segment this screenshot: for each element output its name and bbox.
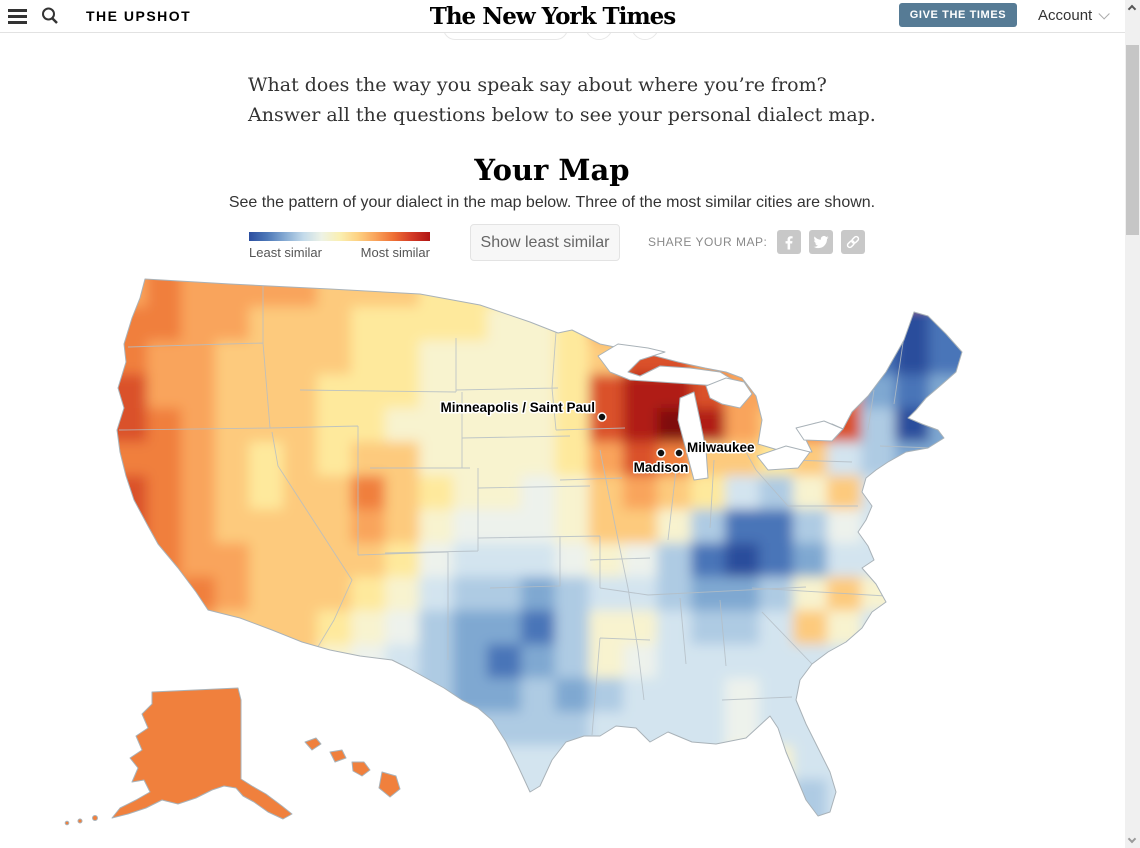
aleutian-island <box>64 820 70 826</box>
intro-text: What does the way you speak say about wh… <box>248 70 876 130</box>
legend-gradient-bar <box>249 232 430 241</box>
share-label: SHARE YOUR MAP: <box>648 234 768 249</box>
menu-icon[interactable] <box>8 9 27 24</box>
aleutian-island <box>77 818 83 824</box>
city-label: Minneapolis / Saint Paul <box>440 400 595 415</box>
scrollbar-down-button[interactable] <box>1125 832 1140 848</box>
city-markers: Minneapolis / Saint Paul Milwaukee Madison <box>439 399 757 477</box>
facebook-share-icon[interactable] <box>777 229 802 254</box>
chevron-up-icon <box>1127 4 1137 14</box>
hawaii-islands <box>304 737 401 798</box>
page-title: Your Map <box>474 153 630 187</box>
scrollbar-track[interactable] <box>1125 0 1140 848</box>
city-dot <box>597 412 607 422</box>
city-label: Milwaukee <box>687 440 755 455</box>
lake-superior <box>597 343 734 387</box>
scrollbar-thumb[interactable] <box>1126 45 1139 235</box>
aleutian-island <box>92 815 98 821</box>
account-label: Account <box>1038 7 1093 24</box>
lake-huron <box>705 377 753 409</box>
give-the-times-button[interactable]: GIVE THE TIMES <box>899 3 1017 27</box>
scrollbar-up-button[interactable] <box>1125 0 1140 16</box>
section-brand[interactable]: THE UPSHOT <box>86 8 192 24</box>
intro-line-2: Answer all the questions below to see yo… <box>248 104 876 126</box>
alaska-shape <box>111 687 293 820</box>
show-least-similar-button[interactable]: Show least similar <box>470 224 620 261</box>
lake-erie <box>756 445 811 471</box>
account-menu[interactable]: Account <box>1038 7 1110 24</box>
nyt-logo[interactable]: The New York Times <box>429 3 677 30</box>
lake-ontario <box>795 420 844 442</box>
chevron-down-icon <box>1098 8 1110 20</box>
search-icon[interactable] <box>40 6 60 26</box>
state-borders <box>118 283 933 736</box>
lake-michigan <box>677 391 709 481</box>
city-dot <box>674 448 684 458</box>
us-outline <box>116 278 963 817</box>
twitter-share-icon[interactable] <box>809 229 834 254</box>
copy-link-icon[interactable] <box>841 229 866 254</box>
legend-most-label: Most similar <box>360 245 430 260</box>
chevron-down-icon <box>1127 834 1137 844</box>
city-label: Madison <box>634 460 689 475</box>
city-dot <box>656 448 666 458</box>
intro-line-1: What does the way you speak say about wh… <box>248 74 827 96</box>
header: THE UPSHOT The New York Times GIVE THE T… <box>0 0 1125 33</box>
share-row: SHARE YOUR MAP: <box>648 229 873 254</box>
similarity-legend: Least similar Most similar <box>249 232 430 260</box>
map-subtitle: See the pattern of your dialect in the m… <box>228 194 876 211</box>
legend-least-label: Least similar <box>249 245 322 260</box>
